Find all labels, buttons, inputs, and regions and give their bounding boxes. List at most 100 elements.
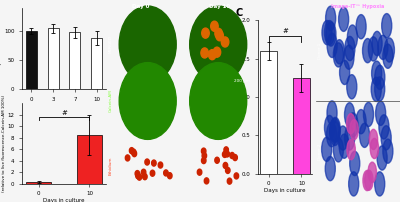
Circle shape (136, 173, 140, 179)
Circle shape (365, 170, 373, 190)
Circle shape (382, 14, 392, 38)
Bar (48, 28, 58, 89)
Bar (26, 182, 51, 184)
Text: Image-IT™ Hypoxia: Image-IT™ Hypoxia (331, 4, 385, 9)
Circle shape (339, 134, 349, 158)
Text: Day 10: Day 10 (209, 4, 230, 9)
Circle shape (215, 157, 219, 163)
Circle shape (350, 151, 360, 176)
Circle shape (330, 118, 340, 143)
Circle shape (204, 178, 209, 184)
Circle shape (372, 31, 382, 56)
Circle shape (326, 22, 336, 46)
Circle shape (190, 63, 247, 139)
Circle shape (360, 123, 370, 147)
Circle shape (344, 126, 355, 150)
Circle shape (202, 158, 206, 164)
Text: Calcein-AM: Calcein-AM (109, 90, 113, 112)
Circle shape (152, 160, 156, 166)
Circle shape (330, 121, 340, 145)
Circle shape (222, 151, 227, 157)
Circle shape (379, 115, 389, 139)
Circle shape (327, 101, 337, 125)
Circle shape (347, 114, 355, 134)
Circle shape (349, 172, 359, 196)
Y-axis label: Relative ATP content (%)
to day 0 of differentiation: Relative ATP content (%) to day 0 of dif… (0, 22, 2, 75)
Circle shape (333, 138, 344, 162)
Circle shape (347, 140, 355, 160)
Circle shape (234, 173, 239, 179)
Text: MERGED: MERGED (109, 35, 113, 54)
Circle shape (377, 146, 387, 170)
Bar (293, 78, 310, 174)
Circle shape (230, 153, 234, 159)
Circle shape (201, 48, 208, 58)
Circle shape (334, 40, 344, 64)
Circle shape (340, 60, 350, 85)
Circle shape (356, 15, 366, 39)
Circle shape (129, 148, 134, 154)
Circle shape (202, 28, 209, 38)
Circle shape (338, 126, 348, 150)
Text: Ethidium: Ethidium (109, 156, 113, 175)
Text: 200 μm: 200 μm (234, 79, 250, 83)
Circle shape (158, 162, 163, 168)
Circle shape (371, 77, 381, 101)
Circle shape (208, 50, 216, 60)
X-axis label: Days in culture: Days in culture (264, 188, 306, 193)
Circle shape (347, 25, 358, 49)
Circle shape (333, 43, 344, 67)
Y-axis label: % area of dead fluorescence- Ethidium
(relative to live fluorescence-Calcein-AM : % area of dead fluorescence- Ethidium (r… (0, 95, 6, 192)
Circle shape (350, 120, 358, 140)
Circle shape (364, 102, 374, 127)
Circle shape (344, 103, 355, 127)
Circle shape (384, 38, 394, 62)
Circle shape (362, 39, 373, 63)
Circle shape (119, 63, 176, 139)
Circle shape (135, 170, 140, 177)
Circle shape (344, 45, 354, 69)
Circle shape (324, 115, 334, 140)
Circle shape (376, 101, 386, 125)
Circle shape (348, 113, 358, 137)
Circle shape (143, 174, 147, 180)
Circle shape (324, 20, 334, 45)
Circle shape (190, 6, 247, 83)
Circle shape (378, 35, 388, 60)
Text: C: C (235, 8, 242, 18)
Circle shape (345, 36, 355, 61)
Circle shape (322, 137, 332, 161)
Circle shape (368, 162, 376, 182)
Circle shape (226, 167, 230, 174)
Circle shape (370, 138, 379, 159)
Circle shape (326, 123, 337, 147)
Text: #: # (282, 28, 288, 34)
Text: Day 0: Day 0 (132, 4, 149, 9)
Circle shape (224, 147, 228, 153)
Circle shape (233, 155, 237, 161)
Circle shape (213, 47, 221, 57)
Circle shape (325, 157, 335, 181)
Circle shape (375, 77, 385, 101)
Circle shape (131, 149, 136, 155)
Circle shape (215, 28, 222, 38)
Circle shape (383, 139, 393, 163)
Circle shape (202, 153, 206, 159)
Circle shape (223, 162, 228, 168)
Circle shape (381, 126, 391, 150)
Circle shape (363, 170, 371, 191)
Circle shape (338, 7, 349, 32)
Circle shape (375, 172, 385, 196)
Circle shape (375, 65, 385, 89)
X-axis label: Days in culture: Days in culture (43, 198, 85, 202)
Circle shape (326, 6, 336, 30)
Bar (91, 38, 102, 89)
Circle shape (137, 174, 142, 180)
Circle shape (202, 148, 206, 154)
Circle shape (197, 169, 202, 175)
Circle shape (356, 109, 366, 134)
Text: Donor 1: Donor 1 (318, 42, 322, 59)
Circle shape (141, 169, 146, 175)
Bar (70, 32, 80, 89)
Circle shape (211, 21, 218, 31)
